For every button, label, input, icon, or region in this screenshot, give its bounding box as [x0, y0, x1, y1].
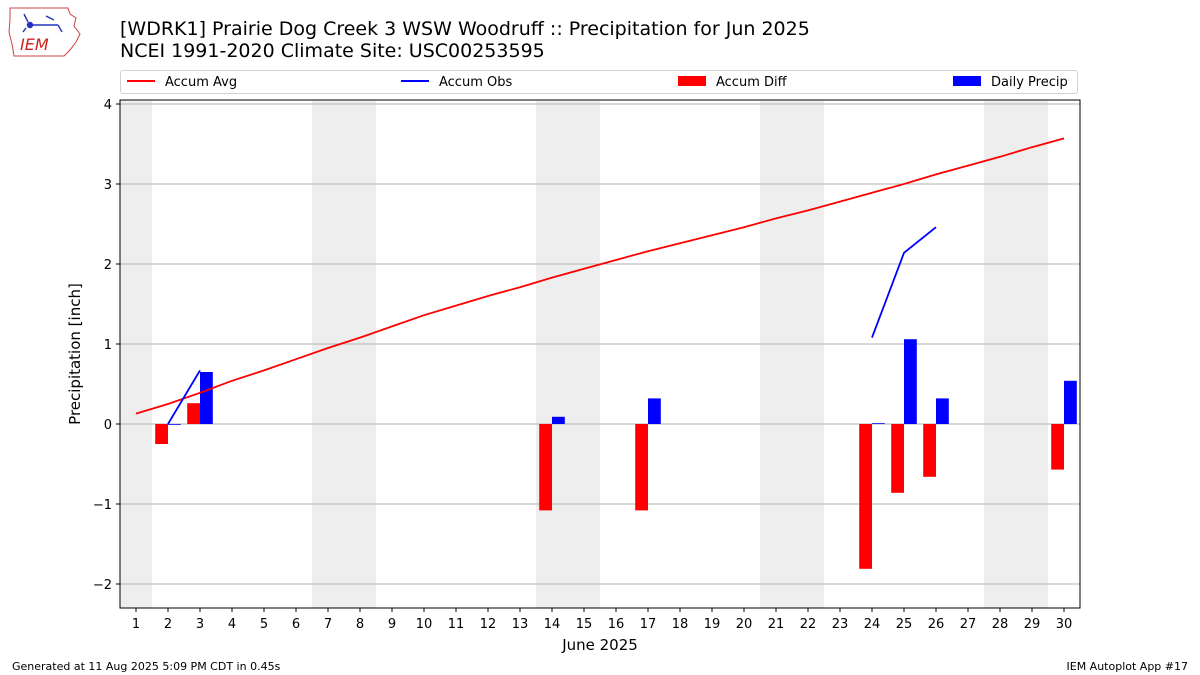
accum-obs-line — [167, 369, 201, 425]
legend-label-accum-avg: Accum Avg — [165, 75, 238, 90]
legend-swatch-accum-obs — [401, 79, 429, 82]
x-tick-label: 23 — [832, 617, 849, 632]
legend-item-accum-diff: Accum Diff — [678, 74, 787, 92]
y-axis-label: Precipitation [inch] — [66, 283, 84, 425]
weekend-band — [312, 100, 376, 608]
chart-title-line2: NCEI 1991-2020 Climate Site: USC00253595 — [120, 40, 545, 62]
accum-avg-line — [135, 137, 1065, 415]
daily-precip-bar — [168, 424, 181, 425]
x-tick-label: 28 — [992, 617, 1009, 632]
daily-precip-bar — [552, 416, 565, 424]
x-tick-label: 29 — [1024, 617, 1041, 632]
accum-diff-bar — [635, 424, 648, 511]
x-tick-label: 25 — [896, 617, 913, 632]
x-axis: 1 2 3 4 5 6 7 8 9 10 11 12 13 14 15 16 17 18 19 20 21 22 23 24 2… — [132, 608, 1072, 632]
y-axis: −2 −1 0 1 2 3 4 — [93, 98, 120, 593]
x-tick-label: 21 — [768, 617, 785, 632]
x-tick-label: 27 — [960, 617, 977, 632]
daily-precip-bar — [648, 398, 661, 424]
x-tick-label: 10 — [416, 617, 433, 632]
x-tick-label: 19 — [704, 617, 721, 632]
y-tick-label: 0 — [104, 418, 112, 433]
chart-title-line1: [WDRK1] Prairie Dog Creek 3 WSW Woodruff… — [120, 18, 810, 40]
daily-precip-bar — [872, 423, 885, 424]
daily-precip-bar — [200, 372, 213, 424]
chart-legend: Accum Avg Accum Obs Accum Diff Daily Pre… — [120, 70, 1078, 94]
accum-lines — [135, 137, 1065, 425]
x-tick-label: 15 — [576, 617, 593, 632]
legend-swatch-accum-diff — [678, 75, 706, 86]
weekend-bands — [120, 100, 1048, 608]
y-tick-label: 4 — [104, 98, 112, 113]
weekend-band — [760, 100, 824, 608]
footer-app-text: IEM Autoplot App #17 — [1066, 660, 1189, 673]
daily-precip-bars — [168, 339, 1077, 425]
accum-diff-bar — [923, 424, 936, 477]
footer-generated-text: Generated at 11 Aug 2025 5:09 PM CDT in … — [12, 660, 281, 673]
x-tick-label: 14 — [544, 617, 561, 632]
x-tick-label: 26 — [928, 617, 945, 632]
y-gridlines — [120, 103, 1080, 585]
weather-station-icon — [22, 13, 63, 33]
x-axis-label: June 2025 — [561, 636, 638, 654]
legend-label-accum-obs: Accum Obs — [439, 75, 513, 90]
x-tick-label: 5 — [260, 617, 268, 632]
x-tick-label: 22 — [800, 617, 817, 632]
daily-precip-bar — [1064, 380, 1077, 424]
daily-precip-bar — [936, 398, 949, 424]
accum-diff-bar — [1051, 424, 1064, 470]
weekend-band — [536, 100, 600, 608]
x-tick-label: 4 — [228, 617, 236, 632]
x-tick-label: 2 — [164, 617, 172, 632]
x-tick-label: 12 — [480, 617, 497, 632]
x-tick-label: 8 — [356, 617, 364, 632]
x-tick-label: 17 — [640, 617, 657, 632]
accum-diff-bar — [891, 424, 904, 493]
accum-obs-line — [871, 226, 937, 338]
x-tick-label: 1 — [132, 617, 140, 632]
x-tick-label: 7 — [324, 617, 332, 632]
plot-frame — [119, 99, 1081, 609]
y-tick-label: 1 — [104, 338, 112, 353]
accum-diff-bar — [539, 424, 552, 511]
legend-swatch-daily-precip — [953, 75, 981, 86]
weekend-band — [120, 100, 152, 608]
x-tick-label: 11 — [448, 617, 465, 632]
x-tick-label: 30 — [1056, 617, 1073, 632]
y-tick-label: −1 — [93, 498, 112, 513]
iem-logo: IEM — [8, 7, 81, 57]
x-tick-label: 18 — [672, 617, 689, 632]
x-tick-label: 6 — [292, 617, 300, 632]
legend-item-accum-avg: Accum Avg — [127, 74, 237, 92]
legend-label-accum-diff: Accum Diff — [716, 75, 787, 90]
x-tick-label: 9 — [388, 617, 396, 632]
accum-diff-bar — [859, 424, 872, 569]
weekend-band — [984, 100, 1048, 608]
y-tick-label: −2 — [93, 578, 112, 593]
logo-text: IEM — [20, 35, 49, 54]
x-tick-label: 13 — [512, 617, 529, 632]
x-tick-label: 16 — [608, 617, 625, 632]
accum-diff-bar — [187, 403, 200, 424]
x-tick-label: 20 — [736, 617, 753, 632]
y-tick-label: 3 — [104, 178, 112, 193]
accum-diff-bars — [155, 403, 1064, 569]
accum-diff-bar — [155, 424, 168, 444]
legend-item-daily-precip: Daily Precip — [953, 74, 1068, 92]
legend-label-daily-precip: Daily Precip — [991, 75, 1068, 90]
x-tick-label: 3 — [196, 617, 204, 632]
legend-item-accum-obs: Accum Obs — [401, 74, 512, 92]
daily-precip-bar — [904, 339, 917, 424]
legend-swatch-accum-avg — [127, 79, 155, 82]
y-tick-label: 2 — [104, 258, 112, 273]
x-tick-label: 24 — [864, 617, 881, 632]
